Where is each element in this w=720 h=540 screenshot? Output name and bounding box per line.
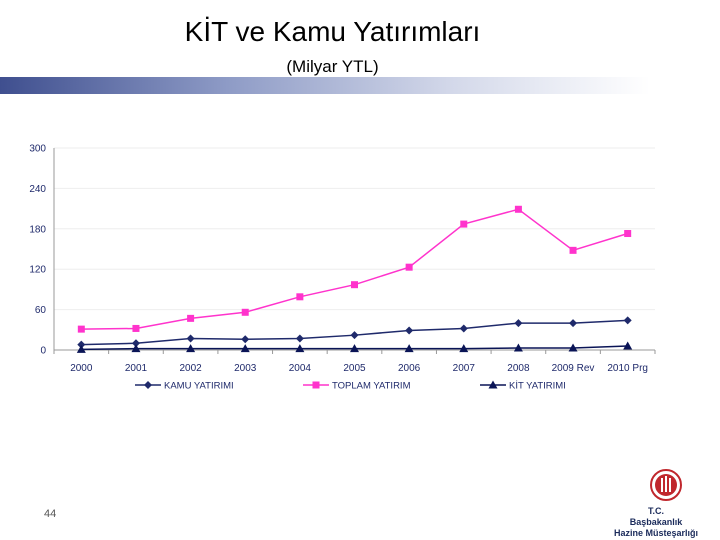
y-tick-label: 0 <box>40 346 46 357</box>
data-point <box>295 334 304 343</box>
data-point <box>132 324 140 332</box>
y-tick-label: 180 <box>29 224 46 235</box>
data-point <box>623 341 633 350</box>
slide-title: KİT ve Kamu Yatırımları <box>184 16 481 47</box>
x-tick-label: 2006 <box>398 363 421 374</box>
logo-outer-ring <box>650 469 682 501</box>
data-point <box>131 344 141 353</box>
legend-label: KAMU YATIRIMI <box>164 381 234 392</box>
x-tick-label: 2007 <box>453 363 476 374</box>
treasury-emblem-logo <box>650 469 682 501</box>
data-point <box>76 344 86 353</box>
x-tick-label: 2003 <box>234 363 257 374</box>
page-number: 44 <box>44 508 57 520</box>
data-point <box>568 343 578 352</box>
x-tick-label: 2001 <box>125 363 148 374</box>
logo-column-right <box>669 478 671 492</box>
data-point <box>460 220 468 228</box>
x-tick-label: 2005 <box>343 363 366 374</box>
title-gradient-rule <box>0 77 650 94</box>
data-point <box>77 340 86 349</box>
logo-column-middle <box>665 476 667 492</box>
data-point <box>186 344 196 353</box>
org-line-2: Başbakanlık <box>629 517 683 527</box>
data-point <box>131 339 140 348</box>
data-point <box>514 319 523 328</box>
legend-label: KİT YATIRIMI <box>509 381 566 392</box>
data-point <box>459 324 468 333</box>
slide-subtitle: (Milyar YTL) <box>286 57 379 76</box>
data-point <box>405 263 413 271</box>
data-point <box>295 344 305 353</box>
data-point <box>296 293 304 301</box>
x-tick-label: 2009 Rev <box>552 363 595 374</box>
data-point <box>514 205 522 213</box>
x-tick-label: 2008 <box>507 363 530 374</box>
data-point <box>459 344 469 353</box>
data-point <box>405 326 414 335</box>
organization-name: T.C. Başbakanlık Hazine Müsteşarlığı <box>596 506 716 539</box>
data-point <box>513 343 523 352</box>
x-tick-label: 2004 <box>289 363 312 374</box>
y-tick-label: 300 <box>29 144 46 155</box>
y-tick-label: 240 <box>29 184 46 195</box>
data-point <box>186 334 195 343</box>
data-point <box>241 335 250 344</box>
data-point <box>240 344 250 353</box>
data-point <box>351 281 358 289</box>
data-point <box>241 308 249 316</box>
data-point <box>77 325 85 333</box>
data-point <box>624 230 632 238</box>
x-tick-label: 2002 <box>179 363 202 374</box>
logo-column-left <box>661 478 663 492</box>
x-tick-label: 2000 <box>70 363 93 374</box>
x-tick-label: 2010 Prg <box>607 363 648 374</box>
data-point <box>187 314 195 322</box>
y-tick-label: 60 <box>35 305 47 316</box>
legend-marker <box>312 381 320 389</box>
data-point <box>350 344 359 353</box>
org-line-3: Hazine Müsteşarlığı <box>613 528 699 538</box>
org-line-1: T.C. <box>647 506 664 516</box>
y-tick-label: 120 <box>29 265 46 276</box>
data-point <box>623 316 632 325</box>
legend-label: TOPLAM YATIRIM <box>332 381 411 392</box>
line-chart: 300 240 180 120 60 0 2000 2001 2002 2003 2004 2005 2… <box>29 144 656 392</box>
data-point <box>569 246 577 254</box>
data-point <box>569 319 578 328</box>
data-point <box>350 331 359 340</box>
legend-marker <box>144 381 152 389</box>
legend-marker <box>488 380 498 389</box>
data-point <box>404 344 414 353</box>
